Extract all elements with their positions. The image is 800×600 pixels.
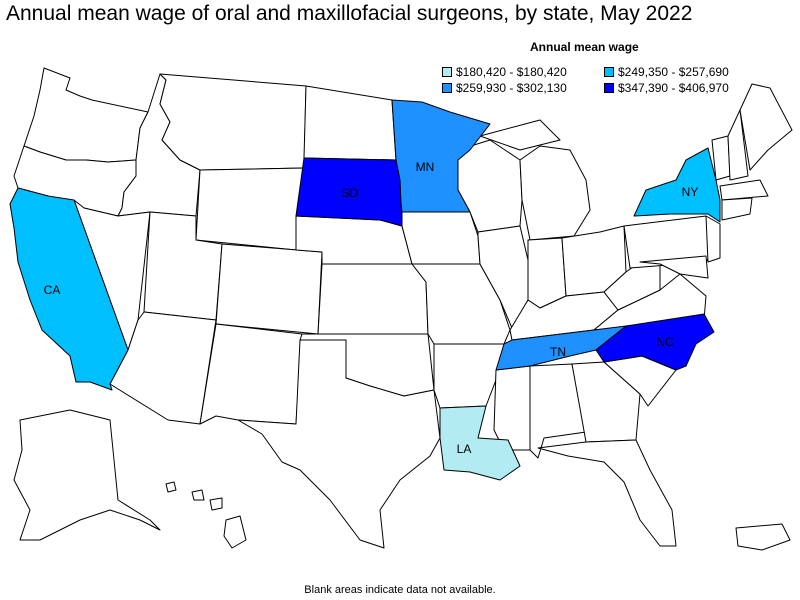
state-nd [303,85,397,161]
state-hi [165,481,247,549]
state-ak [13,409,161,541]
state-ny [633,147,721,223]
state-sd [295,157,403,227]
state-ca [9,187,129,391]
footnote: Blank areas indicate data not available. [304,584,496,596]
label-mn: MN [416,160,435,174]
state-mi [519,145,591,241]
map-title: Annual mean wage of oral and maxillofaci… [6,2,693,25]
state-mt [159,73,307,171]
state-mi-upper [479,119,561,151]
label-sd: SD [342,186,359,200]
legend-label-2: $249,350 - $257,690 [618,65,729,79]
legend-item-2: $249,350 - $257,690 [604,65,729,79]
legend-swatch-4 [604,83,614,93]
legend-swatch-3 [442,83,452,93]
state-me [739,83,793,171]
state-ga [571,361,641,443]
state-ct-ri [721,197,753,221]
label-ny: NY [682,185,699,199]
state-az [109,311,217,425]
state-in [527,237,567,309]
state-md [639,255,709,279]
legend-label-3: $259,930 - $302,130 [456,81,567,95]
state-wy [195,167,305,251]
state-wa [23,67,149,163]
label-tn: TN [550,345,566,359]
legend-swatch-2 [604,67,614,77]
state-nc [595,313,715,371]
state-ar [433,343,505,409]
legend-title: Annual mean wage [530,40,639,54]
state-ma [719,179,769,201]
legend-item-3: $259,930 - $302,130 [442,81,567,95]
state-nh [727,109,749,181]
legend-label-1: $180,420 - $180,420 [456,65,567,79]
legend-item-1: $180,420 - $180,420 [442,65,567,79]
state-nm [199,323,303,425]
state-labels: CA NY MN TN SD NC LA [44,160,699,456]
territory-pr [735,523,791,551]
state-ia [401,211,481,265]
state-ms [493,365,531,451]
label-la: LA [457,442,472,456]
state-nj [705,215,721,263]
state-ks [317,263,429,335]
legend-label-4: $347,390 - $406,970 [618,81,729,95]
state-fl [537,439,677,547]
label-nc: NC [656,335,674,349]
legend-item-4: $347,390 - $406,970 [604,81,729,95]
legend-swatch-1 [442,67,452,77]
state-tx [237,339,441,549]
label-ca: CA [44,283,61,297]
state-co [215,243,323,335]
state-la [439,405,521,481]
